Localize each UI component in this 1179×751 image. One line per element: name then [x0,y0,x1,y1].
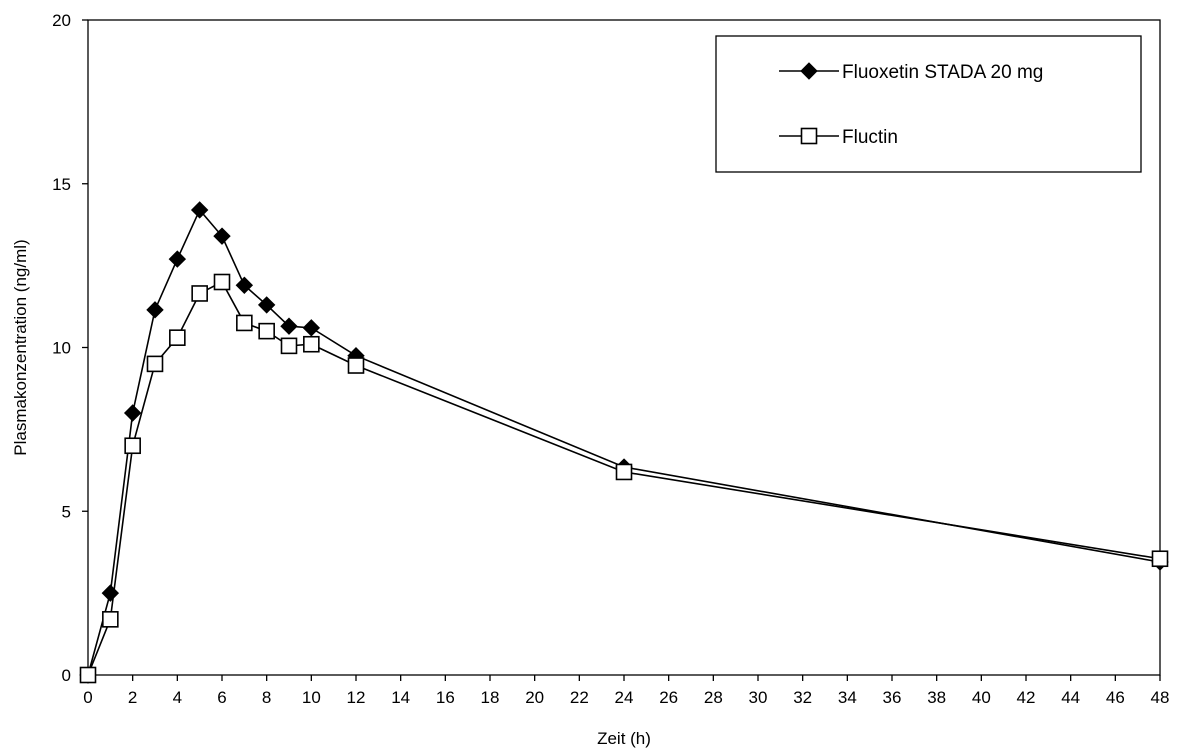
x-tick-label: 2 [128,688,137,707]
legend-marker-fluoxetin [800,62,818,80]
data-point [347,357,365,374]
series-layer [79,201,1169,684]
x-tick-label: 36 [883,688,902,707]
x-axis-title: Zeit (h) [597,729,651,748]
data-point [303,335,320,353]
x-tick-label: 44 [1061,688,1080,707]
data-point [280,317,298,335]
legend-square-icon [800,127,818,145]
series-0 [79,201,1169,684]
data-point [146,301,164,319]
data-point [168,250,187,268]
data-point [146,355,164,373]
data-point [124,437,141,455]
x-tick-label: 12 [347,688,366,707]
y-tick-label: 20 [52,11,71,30]
data-point [235,276,254,294]
legend-marker-fluctin [800,127,818,145]
x-tick-label: 22 [570,688,589,707]
legend-label-fluoxetin: Fluoxetin STADA 20 mg [842,62,1043,83]
x-tick-label: 4 [173,688,182,707]
data-point [123,404,142,422]
series-1 [79,273,1169,684]
data-point [213,227,231,245]
x-tick-label: 48 [1151,688,1170,707]
x-tick-label: 20 [525,688,544,707]
data-point [169,329,186,346]
legend: Fluoxetin STADA 20 mg Fluctin [715,35,1142,173]
data-point [191,285,208,302]
data-point [257,296,276,314]
y-axis-ticks: 0 5 10 15 20 [52,11,88,685]
x-tick-label: 34 [838,688,857,707]
legend-diamond-icon [800,62,818,80]
y-tick-label: 5 [62,502,71,521]
x-tick-label: 0 [83,688,92,707]
x-tick-label: 28 [704,688,723,707]
y-axis-title: Plasmakonzentration (ng/ml) [11,239,30,455]
x-tick-label: 46 [1106,688,1125,707]
data-point [302,319,321,337]
x-tick-label: 40 [972,688,991,707]
series-line [87,208,1161,676]
legend-label-fluctin: Fluctin [842,127,898,148]
x-tick-label: 26 [659,688,678,707]
x-tick-label: 24 [615,688,634,707]
x-axis-ticks: 0 2 4 6 8 10 12 14 16 18 20 22 24 26 28 30 32 34 36 38 40 42 4… [83,675,1169,707]
x-tick-label: 10 [302,688,321,707]
x-tick-label: 6 [217,688,226,707]
x-tick-label: 14 [391,688,410,707]
y-tick-label: 0 [62,666,71,685]
x-tick-label: 32 [793,688,812,707]
x-tick-label: 42 [1017,688,1036,707]
legend-box [715,35,1142,173]
x-tick-label: 38 [927,688,946,707]
data-point [280,337,298,355]
plot-area-frame [87,19,1161,676]
data-point [258,322,275,340]
data-point [190,201,209,219]
x-tick-label: 8 [262,688,271,707]
x-tick-label: 16 [436,688,455,707]
data-point [615,463,633,481]
x-tick-label: 18 [481,688,500,707]
data-point [79,666,97,684]
data-point [101,584,120,602]
y-tick-label: 15 [52,175,71,194]
y-tick-label: 10 [52,339,71,358]
data-point [102,611,119,628]
x-tick-label: 30 [749,688,768,707]
data-point [213,273,231,291]
data-point [236,314,253,332]
data-point [1151,550,1169,568]
